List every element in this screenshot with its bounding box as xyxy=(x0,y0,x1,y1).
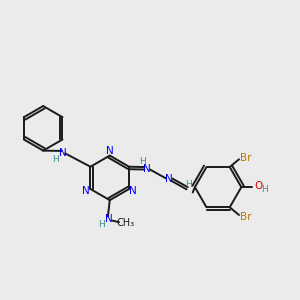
Text: N: N xyxy=(106,146,114,156)
Text: CH₃: CH₃ xyxy=(116,218,134,228)
Text: N: N xyxy=(165,174,172,184)
Text: H: H xyxy=(52,155,59,164)
Text: H: H xyxy=(139,157,146,166)
Text: N: N xyxy=(143,164,151,174)
Text: N: N xyxy=(59,148,67,158)
Text: Br: Br xyxy=(240,212,252,222)
Text: N: N xyxy=(130,187,137,196)
Text: H: H xyxy=(262,184,268,194)
Text: H: H xyxy=(98,220,104,229)
Text: N: N xyxy=(82,187,90,196)
Text: O: O xyxy=(254,181,262,191)
Text: N: N xyxy=(105,214,113,224)
Text: Br: Br xyxy=(240,153,252,163)
Text: H: H xyxy=(185,180,191,189)
